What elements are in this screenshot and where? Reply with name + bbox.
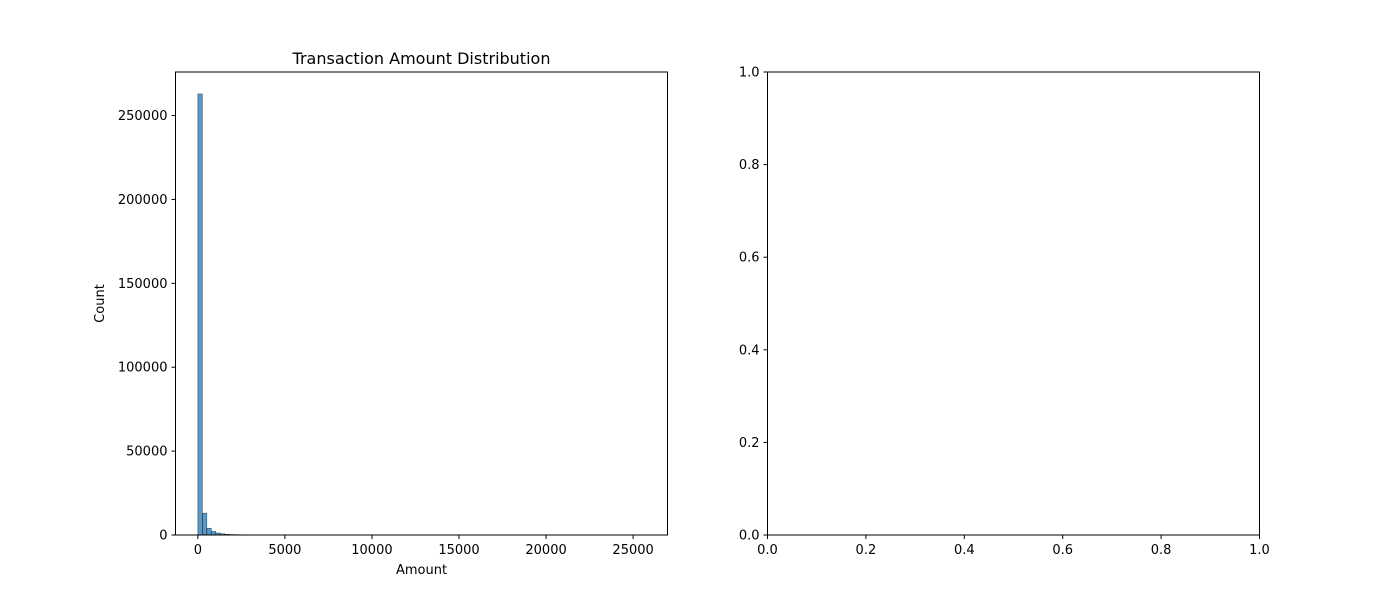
x-tick-label: 0.4 [954,543,975,558]
plot-frame [175,71,668,536]
histogram-bar [206,527,212,536]
x-tick-label: 0 [194,543,202,558]
histogram-bar [197,93,203,536]
y-axis-ticks: 0.0 0.2 0.4 0.6 0.8 1.0 [739,66,768,544]
y-tick-label: 0 [159,529,167,544]
histogram-bar [210,531,217,536]
x-tick-label: 1.0 [1249,543,1270,558]
y-tick-label: 0.6 [739,251,760,266]
x-tick-label: 0.8 [1151,543,1172,558]
histogram-bar [202,512,208,536]
y-axis-ticks: 0 50000 100000 150000 200000 250000 [118,109,176,544]
x-tick-label: 0.2 [856,543,877,558]
x-axis-label: Amount [396,563,447,578]
y-tick-label: 0.4 [739,343,760,358]
y-tick-label: 150000 [118,277,168,292]
chart-title: Transaction Amount Distribution [292,49,551,68]
x-tick-label: 10000 [351,543,392,558]
x-tick-label: 0.0 [757,543,778,558]
y-tick-label: 0.2 [739,436,760,451]
x-axis-ticks: 0 5000 10000 15000 20000 25000 [194,535,654,558]
y-axis-label: Count [93,284,108,323]
histogram-chart: Transaction Amount Distribution 0 5000 100… [93,49,668,578]
x-tick-label: 5000 [268,543,301,558]
plot-frame [767,71,1260,536]
x-tick-label: 20000 [525,543,566,558]
y-tick-label: 0.8 [739,158,760,173]
y-tick-label: 200000 [118,193,168,208]
x-tick-label: 15000 [438,543,479,558]
y-tick-label: 50000 [126,445,167,460]
y-tick-label: 1.0 [739,66,760,81]
x-axis-ticks: 0.0 0.2 0.4 0.6 0.8 1.0 [757,535,1270,558]
y-tick-label: 250000 [118,109,168,124]
x-tick-label: 0.6 [1052,543,1073,558]
y-tick-label: 0.0 [739,529,760,544]
empty-chart: 0.0 0.2 0.4 0.6 0.8 1.0 0.0 0.2 0.4 0.6 0.8 1.0 [739,66,1270,559]
y-tick-label: 100000 [118,361,168,376]
x-tick-label: 25000 [612,543,653,558]
